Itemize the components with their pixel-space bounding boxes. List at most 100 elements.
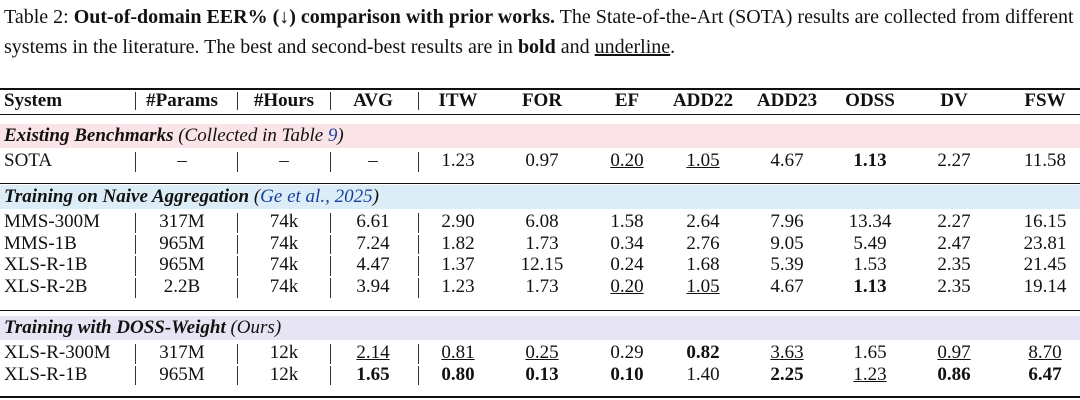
cell: 7.96	[770, 211, 804, 232]
cell: 19.14	[1023, 276, 1067, 298]
column-separator	[135, 234, 136, 255]
cell: DV	[940, 90, 968, 111]
column-separator	[418, 234, 419, 255]
cell: 0.97	[937, 342, 971, 363]
column-separator	[418, 256, 419, 277]
column-separator	[330, 256, 331, 277]
column-separator	[418, 152, 419, 172]
cell: 2.47	[937, 232, 971, 254]
rule	[0, 396, 1080, 398]
cell: ADD23	[756, 90, 818, 111]
cell: 7.24	[356, 232, 390, 254]
section-title: Existing Benchmarks (Collected in Table …	[4, 125, 344, 147]
column-separator	[135, 365, 136, 386]
cell: 0.82	[686, 342, 720, 363]
cell: 6.47	[1028, 363, 1062, 385]
cell: 74k	[269, 276, 299, 298]
cell: 5.49	[853, 232, 887, 254]
cell: 8.70	[1028, 342, 1062, 363]
cell: 1.23	[853, 363, 887, 385]
column-separator	[418, 344, 419, 364]
cell: 965M	[159, 363, 205, 385]
cell: 74k	[269, 232, 299, 254]
column-separator	[330, 365, 331, 386]
column-separator	[237, 256, 238, 277]
column-separator	[330, 344, 331, 364]
section-title-part: (Ours)	[225, 317, 282, 338]
cell: 3.94	[356, 276, 390, 298]
section-title-part: Training with DOSS-Weight	[4, 317, 226, 338]
cell: 0.80	[441, 363, 475, 385]
column-separator	[135, 278, 136, 298]
cell: 1.53	[853, 254, 887, 276]
cell: 1.73	[525, 276, 559, 298]
cell: 9.05	[770, 232, 804, 254]
cell: 6.08	[525, 211, 559, 232]
cell: XLS-R-300M	[4, 342, 111, 363]
section-title-part: 9	[327, 125, 338, 146]
cell: 4.47	[356, 254, 390, 276]
cell: XLS-R-1B	[4, 363, 88, 385]
cell: 317M	[159, 211, 205, 232]
cell: 0.29	[610, 342, 644, 363]
cell: 2.76	[686, 232, 720, 254]
cell: ODSS	[845, 90, 895, 111]
cell: 2.25	[770, 363, 804, 385]
caption-part: and	[555, 36, 595, 58]
column-separator	[237, 152, 238, 172]
cell: 5.39	[770, 254, 804, 276]
cell: 74k	[269, 211, 299, 232]
cell: 317M	[159, 342, 205, 363]
cell: 1.23	[441, 276, 475, 298]
column-separator	[418, 365, 419, 386]
cell: 0.13	[525, 363, 559, 385]
cell: FSW	[1024, 90, 1066, 111]
column-separator	[418, 278, 419, 298]
cell: 2.27	[937, 150, 971, 171]
cell: 1.05	[686, 276, 720, 298]
cell: 1.13	[853, 276, 887, 298]
cell: 0.86	[937, 363, 971, 385]
rule	[0, 114, 1080, 115]
cell: –	[368, 150, 378, 171]
section-band	[0, 316, 1080, 340]
column-separator	[330, 152, 331, 172]
cell: 11.58	[1023, 150, 1067, 171]
column-separator	[135, 92, 136, 110]
section-title-part: (Collected in Table	[173, 125, 328, 146]
cell: 2.14	[356, 342, 390, 363]
section-title-part: Ge et al., 2025	[260, 186, 373, 207]
cell: 1.73	[525, 232, 559, 254]
rule	[0, 88, 1080, 90]
column-separator	[237, 234, 238, 255]
rule	[0, 183, 1080, 184]
caption: Table 2: Out-of-domain EER% (↓) comparis…	[4, 2, 1074, 62]
cell: AVG	[353, 90, 393, 111]
cell: 1.13	[853, 150, 887, 171]
caption-part: The State-of-the-Art (SOTA) results are …	[4, 6, 1074, 58]
cell: 2.27	[937, 211, 971, 232]
column-separator	[237, 92, 238, 110]
cell: #Hours	[253, 90, 315, 111]
section-title-part: Training on Naive Aggregation	[4, 186, 250, 207]
cell: XLS-R-2B	[4, 276, 88, 298]
cell: 0.20	[610, 150, 644, 171]
section-band	[0, 124, 1080, 148]
cell: 4.67	[770, 150, 804, 171]
cell: 6.61	[356, 211, 390, 232]
cell: FOR	[521, 90, 563, 111]
cell: 2.35	[937, 254, 971, 276]
cell: 2.64	[686, 211, 720, 232]
column-separator	[135, 213, 136, 233]
section-title-part: )	[337, 125, 344, 146]
cell: 1.37	[441, 254, 475, 276]
caption-part: underline	[594, 36, 671, 58]
column-separator	[330, 92, 331, 110]
cell: 2.35	[937, 276, 971, 298]
caption-part: .	[670, 36, 676, 58]
cell: 1.05	[686, 150, 720, 171]
column-separator	[237, 365, 238, 386]
section-title-part: (	[249, 186, 261, 207]
section-title: Training on Naive Aggregation (Ge et al.…	[4, 186, 379, 208]
